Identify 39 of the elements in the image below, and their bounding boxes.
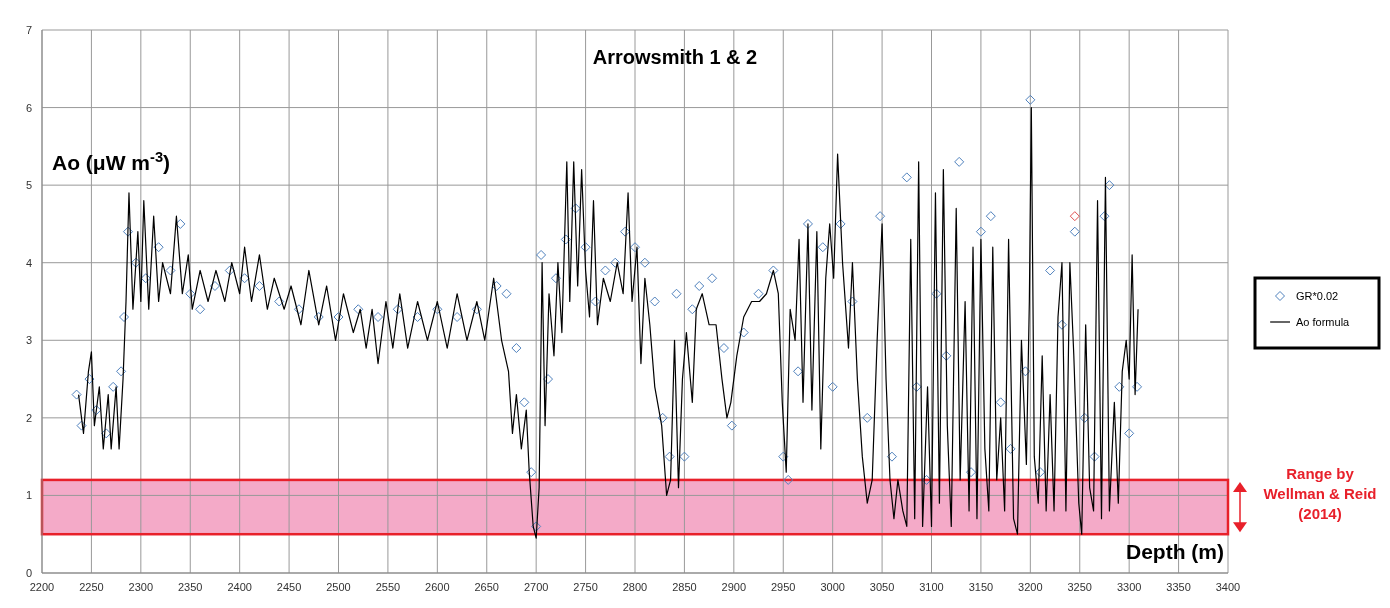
y-tick-label: 3 [25, 334, 32, 347]
x-tick-label: 3300 [1116, 581, 1142, 593]
x-tick-label: 2850 [672, 581, 697, 593]
x-axis-title: Depth (m) [1126, 540, 1224, 563]
x-tick-label: 2900 [721, 581, 747, 593]
legend-label: GR*0.02 [1296, 290, 1339, 302]
x-tick-label: 2800 [622, 581, 648, 593]
text: Arrowsmith 1 & 2 [592, 46, 758, 68]
x-tick-label: 2550 [375, 581, 401, 593]
y-tick-label: 5 [25, 179, 32, 192]
y-tick-label: 6 [25, 101, 32, 114]
x-tick-label: 3100 [919, 581, 944, 593]
x-tick-label: 3350 [1166, 581, 1191, 593]
x-tick-label: 2400 [227, 581, 252, 593]
x-tick-label: 3050 [869, 581, 895, 593]
x-tick-label: 2600 [425, 581, 450, 593]
band-label: Range by Wellman & Reid (2014) [1263, 465, 1377, 523]
x-tick-label: 2700 [523, 581, 549, 593]
x-tick-label: 2350 [178, 581, 203, 593]
x-tick-label: 2300 [128, 581, 154, 593]
x-tick-label: 3250 [1067, 581, 1092, 593]
x-tick-label: 2650 [474, 581, 499, 593]
x-tick-label: 3000 [820, 581, 845, 593]
x-tick-label: 2450 [276, 581, 302, 593]
x-tick-label: 3400 [1215, 581, 1241, 593]
x-tick-label: 2950 [771, 581, 796, 593]
x-tick-label: 2200 [29, 581, 55, 593]
y-tick-label: 2 [25, 411, 32, 424]
y-tick-label: 0 [25, 567, 32, 579]
y-tick-label: 4 [25, 256, 32, 269]
y-tick-label: 1 [25, 489, 32, 502]
x-tick-label: 2500 [326, 581, 351, 593]
legend-label: Ao formula [1296, 316, 1351, 328]
x-tick-label: 2750 [573, 581, 598, 593]
x-tick-label: 3200 [1018, 581, 1043, 593]
y-axis-title: Ao (μW m$^{-3}$) [52, 149, 171, 174]
y-tick-label: 7 [25, 24, 32, 36]
x-tick-label: 2250 [79, 581, 104, 593]
x-tick-label: 3150 [968, 581, 994, 593]
